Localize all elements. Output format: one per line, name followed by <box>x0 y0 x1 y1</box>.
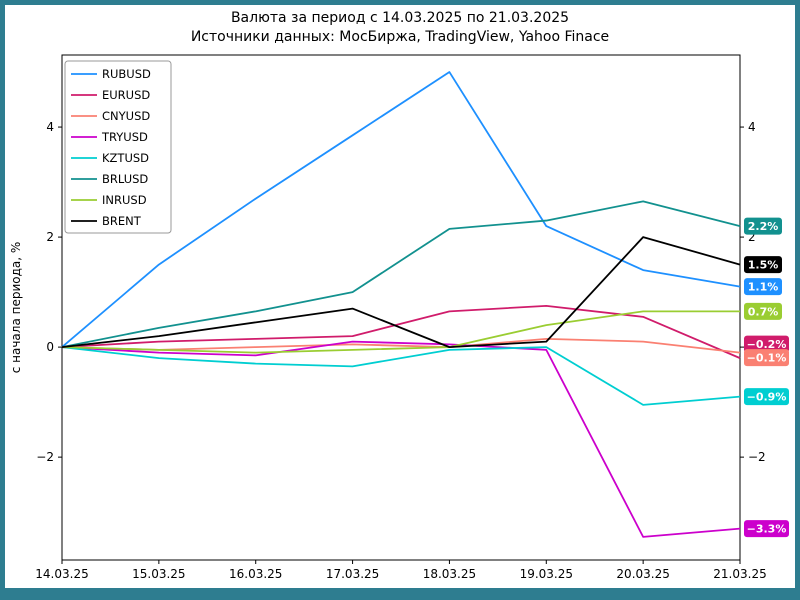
end-label-rubusd: 1.1% <box>744 278 782 296</box>
legend-label-rubusd: RUBUSD <box>102 67 151 81</box>
end-label-box <box>744 335 789 353</box>
end-label-text: 2.2% <box>748 220 779 233</box>
x-tick-label: 17.03.25 <box>326 567 379 581</box>
legend: RUBUSD EURUSD CNYUSD TRYUSD KZTUSD BRLUSD INRU… <box>64 60 172 234</box>
plot-area <box>61 54 741 561</box>
legend-label-tryusd: TRYUSD <box>101 130 148 144</box>
y-tick-label-left: −2 <box>36 450 54 464</box>
x-tick-label: 20.03.25 <box>616 567 669 581</box>
series-line-brlusd <box>61 200 741 348</box>
end-label-brent: 1.5% <box>744 256 782 274</box>
end-label-brlusd: 2.2% <box>744 217 782 235</box>
end-label-box <box>744 520 789 538</box>
series-line-cnyusd <box>61 337 741 354</box>
series-line-brent <box>61 236 741 349</box>
end-label-box <box>744 388 789 406</box>
series-line-eurusd <box>61 304 741 359</box>
x-tick-label: 16.03.25 <box>229 567 282 581</box>
chart-title: Валюта за период с 14.03.2025 по 21.03.2… <box>230 10 570 26</box>
series-line-inrusd <box>61 310 740 354</box>
end-label-text: −3.3% <box>747 523 787 536</box>
legend-box <box>64 60 172 234</box>
end-label-box <box>744 278 782 296</box>
legend-label-cnyusd: CNYUSD <box>102 109 150 123</box>
end-label-box <box>744 302 782 320</box>
end-label-text: 0.7% <box>748 305 779 318</box>
y-tick-label-right: 4 <box>748 120 756 134</box>
y-axis-label: с начала периода, % <box>9 242 23 374</box>
legend-label-brlusd: BRLUSD <box>102 172 148 186</box>
x-tick-label: 18.03.25 <box>423 567 476 581</box>
x-tick-label: 19.03.25 <box>520 567 573 581</box>
y-tick-label-left: 2 <box>46 230 54 244</box>
end-label-eurusd: −0.2% <box>744 335 789 353</box>
legend-label-brent: BRENT <box>102 214 142 228</box>
end-label-text: −0.1% <box>747 352 787 365</box>
end-label-kztusd: −0.9% <box>744 388 789 406</box>
x-tick-label: 21.03.25 <box>713 567 766 581</box>
end-label-text: −0.9% <box>747 391 787 404</box>
legend-label-inrusd: INRUSD <box>102 193 147 207</box>
y-tick-label-left: 4 <box>46 120 54 134</box>
end-label-box <box>744 349 789 367</box>
end-label-cnyusd: −0.1% <box>744 349 789 367</box>
y-tick-label-right: 2 <box>748 230 756 244</box>
end-label-box <box>744 217 782 235</box>
legend-label-kztusd: KZTUSD <box>102 151 149 165</box>
chart-svg: 14.03.25 15.03.25 16.03.25 17.03.25 18.03.25… <box>9 54 789 581</box>
y-tick-label-right: −2 <box>748 450 766 464</box>
x-tick-label: 14.03.25 <box>35 567 88 581</box>
x-tick-label: 15.03.25 <box>132 567 185 581</box>
end-label-text: 1.1% <box>748 281 779 294</box>
y-tick-label-left: 0 <box>46 340 54 354</box>
end-label-tryusd: −3.3% <box>744 520 789 538</box>
legend-label-eurusd: EURUSD <box>102 88 150 102</box>
end-label-text: −0.2% <box>747 338 787 351</box>
chart-subtitle: Источники данных: МосБиржа, TradingView,… <box>190 29 610 45</box>
end-label-box <box>744 256 782 274</box>
end-label-inrusd: 0.7% <box>744 302 782 320</box>
series-line-rubusd <box>61 71 741 348</box>
series-line-tryusd <box>61 340 741 538</box>
end-label-text: 1.5% <box>748 259 779 272</box>
series-line-kztusd <box>61 346 741 406</box>
